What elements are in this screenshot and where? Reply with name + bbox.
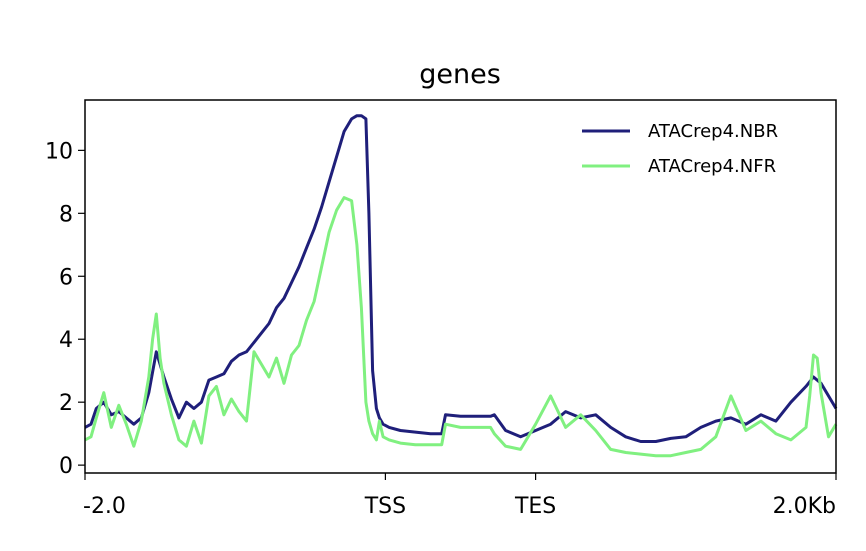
y-tick-label: 10: [45, 139, 73, 164]
plot-frame: [84, 99, 837, 474]
series-line-2: [84, 196, 838, 458]
x-tick-label: -2.0: [83, 494, 126, 519]
y-tick-label: 0: [59, 454, 73, 479]
y-tick-label: 2: [59, 391, 73, 416]
y-tick-label: 8: [59, 202, 73, 227]
x-axis: -2.0 TSS TES 2.0Kb: [83, 473, 837, 519]
series-line-1: [84, 114, 838, 443]
x-tick-label: TSS: [364, 494, 406, 519]
x-tick-label: TES: [514, 494, 556, 519]
plot-lines: [84, 114, 838, 458]
legend-label: ATACrep4.NBR: [648, 121, 778, 142]
legend: ATACrep4.NBR ATACrep4.NFR: [582, 121, 778, 177]
x-tick-label: 2.0Kb: [773, 494, 836, 519]
chart-title: genes: [419, 59, 501, 90]
y-tick-label: 6: [59, 265, 73, 290]
y-tick-label: 4: [59, 328, 73, 353]
y-axis: 0 2 4 6 8 10: [45, 139, 85, 479]
legend-label: ATACrep4.NFR: [648, 156, 776, 177]
